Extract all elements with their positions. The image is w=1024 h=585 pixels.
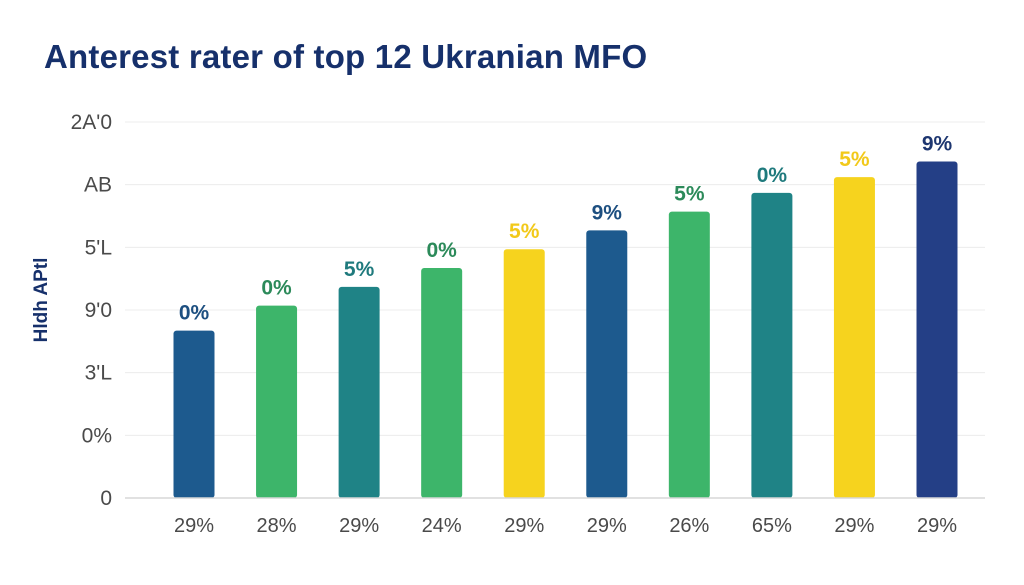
x-tick-label: 65% xyxy=(752,515,792,537)
data-label: 0% xyxy=(179,302,210,325)
data-label: 5% xyxy=(839,148,870,171)
x-tick-label: 24% xyxy=(422,515,462,537)
bar xyxy=(504,249,545,498)
data-label: 0% xyxy=(757,164,788,187)
data-label: 9% xyxy=(922,132,953,155)
y-tick-label: 0% xyxy=(82,424,112,447)
bar xyxy=(174,331,215,498)
y-axis-ticks: 0 0% 3'L 9'0 5'L AB 2A'0 xyxy=(71,111,112,510)
x-tick-label: 29% xyxy=(174,515,214,537)
y-tick-label: 9'0 xyxy=(85,299,112,322)
bars xyxy=(174,161,958,498)
bar xyxy=(834,177,875,498)
y-axis-label: Hldh APtl xyxy=(31,258,52,343)
y-tick-label: 0 xyxy=(100,487,112,510)
x-tick-label: 28% xyxy=(257,515,297,537)
bar xyxy=(256,306,297,498)
x-tick-label: 29% xyxy=(587,515,627,537)
bar xyxy=(917,161,958,498)
y-tick-label: 5'L xyxy=(85,236,112,259)
bar xyxy=(751,193,792,498)
bar xyxy=(339,287,380,498)
y-tick-label: AB xyxy=(84,174,112,197)
data-label: 5% xyxy=(344,258,375,281)
data-label: 5% xyxy=(509,220,540,243)
x-tick-label: 29% xyxy=(917,515,957,537)
x-axis-ticks: 29% 28% 29% 24% 29% 29% 26% 65% 29% 29% xyxy=(174,515,957,537)
bar xyxy=(586,230,627,498)
bar xyxy=(669,212,710,498)
x-tick-label: 26% xyxy=(669,515,709,537)
bar xyxy=(421,268,462,498)
x-tick-label: 29% xyxy=(504,515,544,537)
y-tick-label: 3'L xyxy=(85,362,112,385)
data-label: 0% xyxy=(261,277,292,300)
data-label: 9% xyxy=(592,201,623,224)
data-label: 5% xyxy=(674,183,705,206)
x-tick-label: 29% xyxy=(339,515,379,537)
y-tick-label: 2A'0 xyxy=(71,111,112,134)
data-label: 0% xyxy=(426,239,457,262)
x-tick-label: 29% xyxy=(834,515,874,537)
